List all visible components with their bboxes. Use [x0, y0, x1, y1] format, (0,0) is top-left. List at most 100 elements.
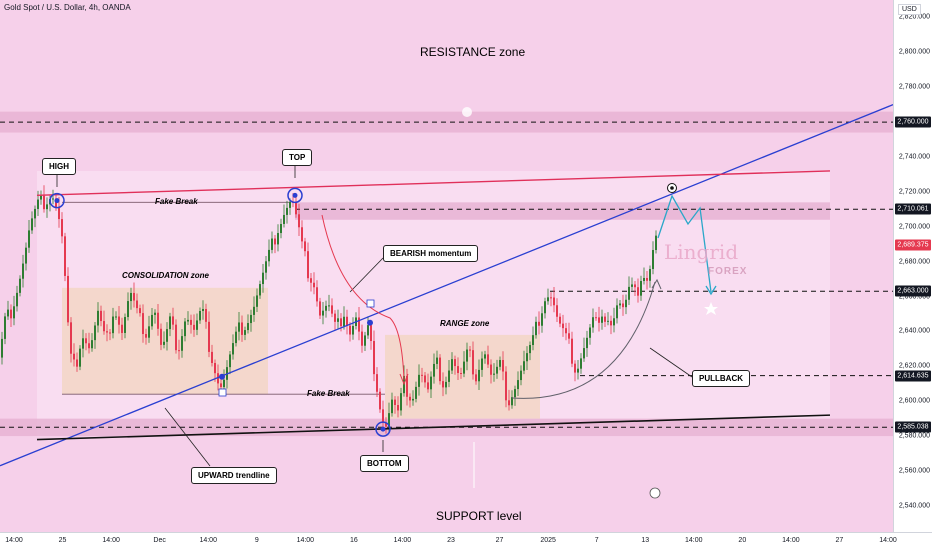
candle-body [616, 305, 618, 319]
candle-body [22, 263, 24, 279]
candle-body [166, 329, 168, 342]
flag-icon-1 [218, 388, 227, 397]
candle-body [70, 322, 72, 354]
range-zone [385, 334, 540, 419]
candle-body [58, 207, 60, 220]
price-tag: 2,760.000 [895, 116, 931, 128]
candle-body [193, 324, 195, 330]
candle-body [493, 373, 495, 375]
candle-body [460, 373, 462, 375]
bearish-connector [349, 257, 384, 293]
candle-body [553, 297, 555, 306]
currency-label[interactable]: USD [898, 4, 921, 15]
candle-body [160, 328, 162, 345]
time-tick-label: 7 [594, 537, 599, 544]
candle-body [604, 316, 606, 322]
candle-body [499, 360, 501, 367]
candle-body [271, 238, 273, 250]
candle-body [364, 335, 366, 346]
candle-body [529, 345, 531, 354]
candle-body [76, 359, 78, 367]
candle-body [100, 310, 102, 322]
candle-body [415, 386, 417, 399]
high-label: HIGH [42, 158, 76, 175]
bearish-momentum-arrowhead [399, 373, 409, 386]
candle-body [577, 368, 579, 373]
candle-body [388, 413, 390, 427]
candle-body [64, 236, 66, 276]
candle-body [223, 379, 225, 388]
candle-body [82, 338, 84, 349]
candle-body [247, 323, 249, 331]
candle-body [400, 393, 402, 411]
candle-body [619, 303, 621, 306]
price-axis[interactable]: 2,540.000 2,560.000 2,580.000 2,600.000 2,62… [893, 0, 932, 532]
candle-body [319, 301, 321, 316]
pullback-label: PULLBACK [692, 370, 750, 387]
watermark-logo-text: Lingrid [664, 240, 739, 264]
candle-body [583, 348, 585, 359]
candle-body [481, 358, 483, 370]
candle-body [412, 398, 414, 401]
candle-body [244, 330, 246, 335]
candle-body [313, 282, 315, 288]
candle-body [154, 312, 156, 315]
candle-body [277, 233, 279, 245]
candle-body [580, 358, 582, 369]
trendline-touch-1 [219, 373, 225, 380]
trendline-connector [164, 407, 211, 467]
candle-body [514, 389, 516, 398]
candle-body [631, 284, 633, 287]
candle-body [46, 204, 48, 210]
price-tick-label: 2,580.000 [898, 432, 930, 440]
candle-body [346, 316, 348, 326]
candle-body [502, 360, 504, 372]
candle-body [622, 303, 624, 308]
candle-body [433, 363, 435, 377]
candle-body [454, 359, 456, 367]
candle-body [556, 305, 558, 317]
candle-body [436, 357, 438, 364]
price-tag: 2,689.375 [895, 239, 931, 251]
candle-body [565, 328, 567, 334]
candle-body [298, 214, 300, 228]
time-tick-label: 27 [835, 537, 844, 544]
candle-body [4, 316, 6, 339]
bearish-momentum-curve [321, 214, 405, 381]
candle-body [478, 369, 480, 382]
candle-body [34, 208, 36, 219]
time-tick-label: Dec [153, 537, 166, 544]
candle-body [256, 295, 258, 307]
candle-body [7, 309, 9, 317]
time-axis[interactable]: 14:00 25 14:00 Dec 14:00 9 14:00 16 14:00 23 27 202… [0, 532, 932, 551]
candle-body [13, 306, 15, 319]
support-level-label: SUPPORT level [436, 509, 522, 523]
bearish-momentum-label: BEARISH momentum [383, 245, 479, 262]
candle-body [448, 370, 450, 382]
candle-body [217, 373, 219, 384]
candle-body [91, 340, 93, 349]
candle-body [484, 354, 486, 359]
candle-body [181, 336, 183, 351]
top-marker [287, 187, 303, 204]
price-tick-label: 2,620.000 [898, 362, 930, 370]
candle-body [523, 361, 525, 371]
resistance-line [36, 170, 831, 197]
high-marker [49, 192, 65, 209]
candle-body [121, 324, 123, 333]
time-tick-label: 16 [349, 537, 358, 544]
candle-body [337, 318, 339, 322]
candle-body [541, 313, 543, 326]
candle-body [589, 327, 591, 338]
time-tick-label: 9 [254, 537, 259, 544]
candle-body [175, 324, 177, 351]
candle-body [295, 201, 297, 215]
support-line [36, 414, 831, 441]
eye-pupil [670, 186, 674, 190]
top-label: TOP [282, 149, 313, 166]
candle-body [238, 322, 240, 332]
candle-body [163, 341, 165, 345]
fake-break-bottom-label: Fake Break [307, 389, 350, 398]
consolidation-zone-label: CONSOLIDATION zone [122, 271, 209, 280]
